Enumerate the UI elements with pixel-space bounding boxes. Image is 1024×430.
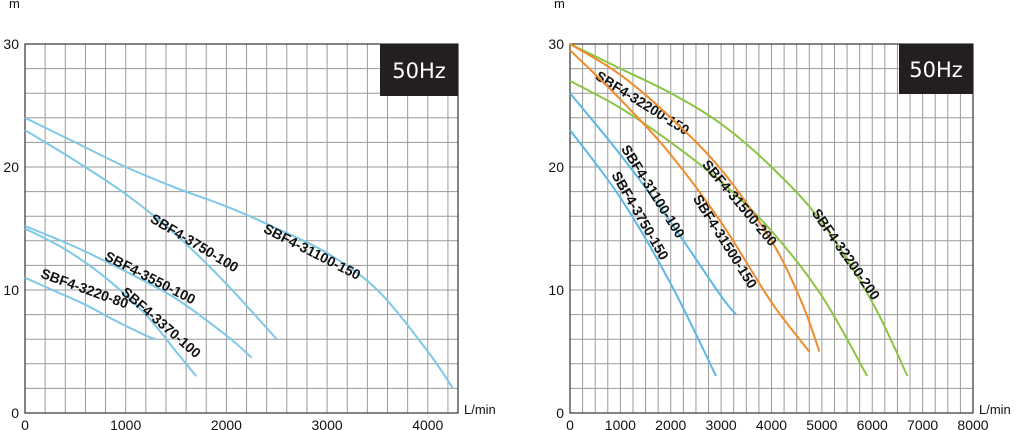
x-tick-label: 6000: [857, 417, 888, 430]
x-tick-label: 8000: [957, 417, 988, 430]
chart-right: 0 10 20 30 0 1000 2000 3000 4000 5000 6000 7000 8000…: [548, 0, 1010, 430]
grid: [570, 44, 973, 413]
y-tick-label: 0: [556, 405, 564, 421]
x-tick-label: 3000: [312, 417, 343, 430]
series-line: [569, 43, 909, 377]
y-tick-label: 10: [3, 282, 19, 298]
x-tick-label: 7000: [907, 417, 938, 430]
series-line: [569, 92, 737, 316]
series-line: [569, 80, 869, 377]
series-line: [24, 276, 157, 341]
badge-background: [380, 44, 458, 96]
frequency-badge: 50Hz: [380, 44, 458, 96]
x-tick-label: 0: [566, 417, 574, 430]
series-line: [24, 225, 253, 359]
chart-left: 0 10 20 30 0 1000 2000 3000 4000 m L/min 50Hz SBF4-3…: [3, 0, 495, 430]
badge-label: 50Hz: [392, 59, 446, 83]
x-tick-label: 2000: [211, 417, 242, 430]
x-axis-label: L/min: [464, 402, 496, 417]
x-tick-label: 1000: [605, 417, 636, 430]
y-tick-label: 10: [548, 282, 564, 298]
x-tick-label: 5000: [806, 417, 837, 430]
series-line: [24, 129, 278, 340]
y-axis-label: m: [9, 0, 20, 11]
series-label: SBF4-31100-150: [261, 220, 363, 283]
series-line: [24, 116, 454, 389]
y-tick-label: 20: [548, 159, 564, 175]
plot-frame: [24, 43, 459, 414]
series-line: [569, 129, 717, 377]
x-tick-label: 0: [21, 417, 29, 430]
y-tick-label: 30: [3, 36, 19, 52]
y-tick-label: 30: [548, 36, 564, 52]
series-line: [24, 227, 197, 377]
badge-background: [899, 44, 973, 94]
badge-label: 50Hz: [909, 58, 963, 82]
x-axis-label: L/min: [979, 402, 1011, 417]
x-tick-label: 4000: [756, 417, 787, 430]
y-axis-label: m: [554, 0, 565, 11]
x-tick-label: 1000: [110, 417, 141, 430]
x-tick-label: 3000: [706, 417, 737, 430]
series-line: [569, 49, 811, 353]
series-line: [569, 43, 821, 352]
frequency-badge: 50Hz: [899, 44, 973, 94]
y-tick-label: 20: [3, 159, 19, 175]
y-tick-label: 0: [11, 405, 19, 421]
x-tick-label: 4000: [412, 417, 443, 430]
x-tick-label: 2000: [655, 417, 686, 430]
grid: [25, 44, 458, 413]
plot-frame: [569, 43, 974, 414]
